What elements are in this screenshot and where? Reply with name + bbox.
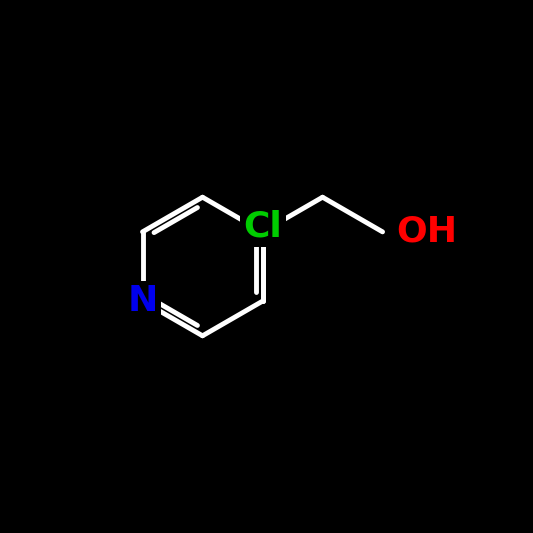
Text: N: N (127, 284, 158, 318)
Text: Cl: Cl (243, 209, 282, 244)
Text: OH: OH (396, 215, 457, 249)
